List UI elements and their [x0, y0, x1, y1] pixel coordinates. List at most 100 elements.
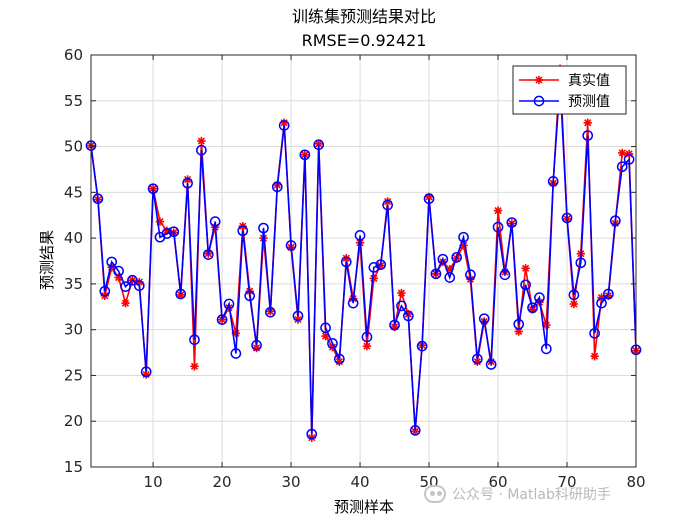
legend-label-2: 预测值 — [568, 94, 610, 110]
y-tick-label: 45 — [64, 183, 83, 201]
asterisk-stroke — [363, 342, 371, 350]
series-2-point — [196, 144, 207, 156]
series-2-point — [458, 231, 469, 243]
series-2-point — [444, 272, 456, 283]
asterisk-stroke — [190, 362, 199, 370]
series-2-point — [265, 306, 276, 318]
series-2-point — [127, 274, 138, 286]
series-2-point — [113, 265, 124, 277]
series-2-point — [471, 353, 483, 365]
series-2-point — [313, 139, 325, 151]
series-2-point — [99, 285, 111, 297]
legend-marker-2 — [533, 95, 545, 107]
asterisk-stroke — [411, 427, 419, 435]
y-tick-label: 40 — [64, 229, 83, 247]
asterisk-stroke — [397, 289, 406, 297]
series-1-point — [521, 264, 530, 273]
series-2-point — [237, 225, 249, 237]
series-2-point — [561, 212, 573, 224]
series-2-point — [120, 281, 131, 292]
series-2-point — [465, 269, 476, 281]
series-2-point — [223, 298, 235, 310]
asterisk-stroke — [459, 241, 468, 250]
series-2-point — [389, 319, 400, 331]
series-2-point — [609, 215, 621, 227]
series-2-point — [409, 425, 421, 436]
series-2-point — [140, 366, 152, 378]
asterisk-stroke — [197, 137, 205, 145]
asterisk-stroke — [342, 254, 350, 262]
series-2-point — [258, 222, 269, 234]
plot-area — [85, 64, 642, 442]
asterisk-stroke — [618, 149, 626, 157]
series-1-point — [583, 118, 592, 127]
x-tick-label: 30 — [282, 473, 301, 491]
series-2-point — [451, 251, 462, 263]
wechat-icon — [424, 485, 446, 503]
asterisk-stroke — [308, 434, 316, 442]
series-2-point — [161, 228, 173, 239]
series-2-point — [575, 257, 587, 269]
series-1-point — [493, 206, 503, 215]
series-2-point — [189, 334, 200, 346]
series-1-point — [121, 298, 130, 308]
series-2-point — [568, 289, 580, 301]
asterisk-stroke — [328, 343, 337, 351]
series-2-point — [168, 226, 180, 238]
series-1-point — [197, 136, 206, 146]
asterisk-stroke — [121, 299, 130, 307]
asterisk-stroke — [570, 300, 578, 308]
x-tick-label: 80 — [626, 473, 645, 491]
series-1-point — [569, 299, 579, 309]
series-2-point — [251, 339, 262, 351]
series-2-point — [230, 348, 242, 359]
y-tick-label: 35 — [64, 275, 83, 293]
series-2-point — [596, 297, 607, 309]
series-line-2 — [90, 82, 637, 435]
y-tick-label: 15 — [64, 458, 83, 476]
series-2-point — [147, 183, 159, 195]
series-2-point — [320, 322, 331, 334]
x-tick-label: 20 — [213, 473, 232, 491]
asterisk-stroke — [177, 291, 185, 299]
asterisk-stroke — [384, 197, 392, 206]
series-2-point — [347, 297, 359, 309]
series-2-point — [361, 331, 373, 343]
asterisk-stroke — [315, 140, 323, 148]
asterisk-stroke — [625, 150, 633, 158]
legend-marker-1 — [534, 75, 544, 85]
series-1-point — [362, 341, 372, 351]
series-2-point — [209, 216, 221, 227]
x-axis-label: 预测样本 — [334, 498, 394, 516]
y-tick-label: 25 — [64, 366, 83, 384]
series-2-point — [603, 288, 614, 300]
y-tick-label: 30 — [64, 321, 83, 339]
series-2-point — [327, 338, 338, 349]
asterisk-stroke — [515, 327, 523, 336]
chart-subtitle: RMSE=0.92421 — [302, 31, 427, 50]
asterisk-stroke — [542, 321, 550, 329]
series-2-point — [402, 310, 414, 322]
series-2-point — [106, 256, 118, 268]
series-2-point — [175, 288, 187, 300]
series-2-point — [430, 268, 442, 280]
series-2-point — [340, 256, 352, 268]
asterisk-stroke — [584, 119, 592, 127]
series-2-point — [437, 253, 449, 265]
series-2-point — [285, 240, 297, 251]
legend-label-1: 真实值 — [568, 73, 610, 89]
y-tick-label: 50 — [64, 138, 83, 156]
series-2-point — [513, 318, 525, 330]
series-2-point — [271, 181, 283, 193]
series-2-point — [623, 154, 635, 165]
series-2-point — [382, 199, 393, 211]
series-2-point — [589, 327, 600, 339]
chart-title: 训练集预测结果对比 — [292, 7, 436, 26]
series-1-point — [397, 288, 406, 298]
series-2-point — [216, 314, 228, 325]
series-2-point — [485, 359, 497, 370]
grid-lines — [91, 54, 637, 468]
series-2-point — [375, 259, 387, 271]
